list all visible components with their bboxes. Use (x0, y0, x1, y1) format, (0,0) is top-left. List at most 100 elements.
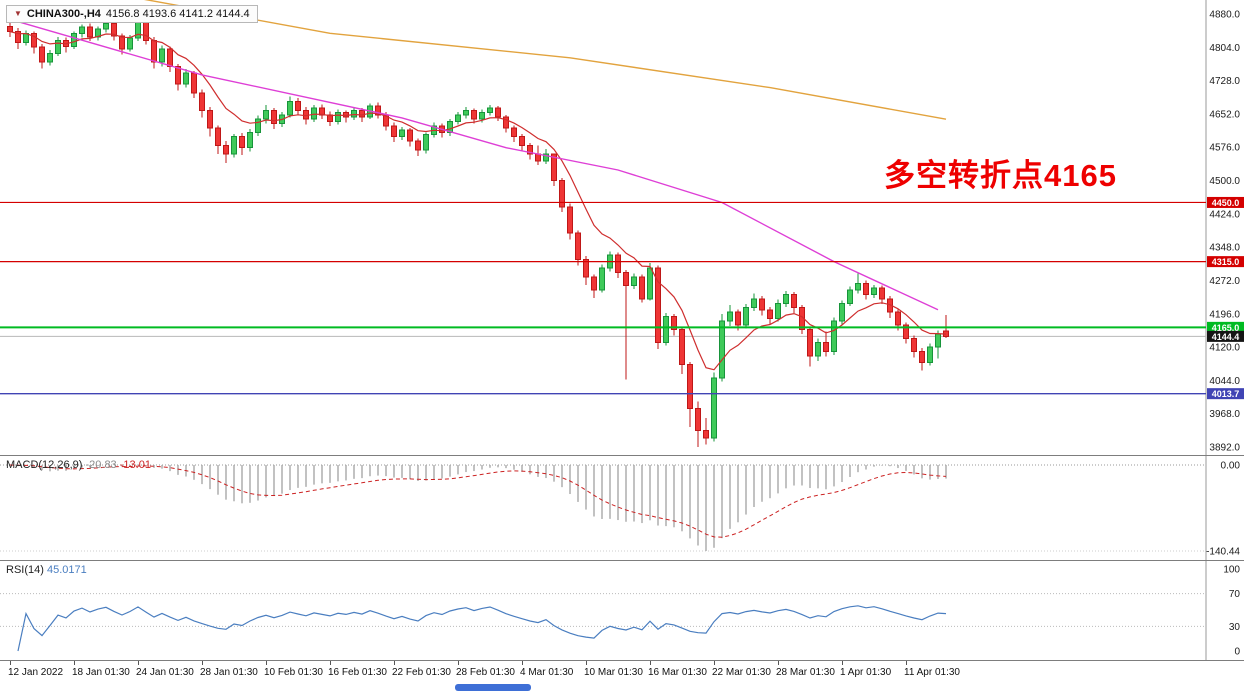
price-tag-label: 4013.7 (1212, 389, 1240, 399)
candle-down (519, 136, 525, 146)
rsi-axis-label: 30 (1229, 622, 1241, 633)
price-chart-panel[interactable]: 4880.0 4804.0 4728.0 4652.0 4576.0 4500.0 4424… (0, 0, 1244, 455)
current-price-tag (1207, 330, 1244, 342)
candle-down (863, 283, 869, 295)
macd-signal-value: -13.01 (119, 459, 151, 471)
candles (7, 14, 949, 447)
candle-up (135, 21, 141, 39)
time-tick (778, 661, 779, 665)
candle-down (695, 407, 701, 431)
candle-down (903, 324, 909, 339)
candle-down (679, 329, 685, 366)
candle-up (719, 320, 725, 379)
candle-up (103, 23, 109, 30)
candle-down (151, 39, 157, 63)
price-tag (1207, 256, 1244, 268)
candle-up (71, 33, 77, 47)
candle-down (575, 232, 581, 260)
candle-down (239, 136, 245, 149)
candle-up (183, 72, 189, 85)
candle-down (879, 287, 885, 300)
candle-down (119, 35, 125, 50)
candle-up (743, 307, 749, 326)
candle-down (223, 144, 229, 155)
time-axis-label: 28 Jan 01:30 (200, 667, 258, 678)
rsi-axis-label: 0 (1234, 647, 1240, 658)
candle-up (79, 26, 85, 35)
candle-down (511, 127, 517, 138)
candle-down (111, 23, 117, 37)
mid-ma-line (9, 18, 939, 311)
time-tick (650, 661, 651, 665)
candle-down (807, 329, 813, 357)
price-tag-label: 4315.0 (1212, 257, 1240, 267)
candle-up (871, 287, 877, 295)
horizontal-scrollbar[interactable] (0, 684, 1244, 691)
scrollbar-thumb[interactable] (455, 684, 531, 691)
rsi-axis-label: 100 (1223, 565, 1240, 576)
time-axis-label: 10 Feb 01:30 (264, 667, 323, 678)
time-axis-label: 12 Jan 2022 (8, 667, 64, 678)
candle-down (199, 92, 205, 111)
candle-down (39, 46, 45, 63)
candle-down (535, 153, 541, 162)
time-axis-label: 22 Feb 01:30 (392, 667, 451, 678)
candle-down (207, 109, 213, 129)
macd-signal-line (9, 464, 947, 538)
time-axis-label: 16 Mar 01:30 (648, 667, 707, 678)
candle-down (791, 293, 797, 309)
macd-axis-label: 0.00 (1221, 460, 1241, 471)
candle-down (271, 109, 277, 125)
candle-up (663, 315, 669, 344)
price-axis-label: 4880.0 (1209, 10, 1240, 21)
candle-up (727, 311, 733, 322)
candle-down (567, 206, 573, 234)
time-tick (906, 661, 907, 665)
candle-up (783, 293, 789, 304)
candle-down (191, 72, 197, 94)
candle-down (583, 258, 589, 278)
rsi-panel[interactable]: 100 70 30 0 (0, 561, 1244, 660)
rsi-value: 45.0171 (46, 564, 87, 576)
candle-up (423, 134, 429, 151)
candle-up (935, 333, 941, 348)
price-tag (1207, 196, 1244, 208)
macd-panel[interactable]: 0.00 -140.44 (0, 456, 1244, 560)
candle-down (295, 101, 301, 111)
chevron-down-icon[interactable]: ▼ (14, 9, 22, 18)
candle-down (167, 48, 173, 68)
candle-down (87, 26, 93, 38)
candle-up (543, 153, 549, 162)
candle-down (31, 32, 37, 48)
rsi-axis-label: 70 (1229, 589, 1241, 600)
candle-down (911, 337, 917, 352)
symbol-ohlc-chip[interactable]: ▼ CHINA300-,H4 4156.8 4193.6 4141.2 4144… (6, 5, 258, 23)
time-axis-label: 24 Jan 01:30 (136, 667, 194, 678)
candle-up (335, 112, 341, 122)
macd-main-value: -20.83 (85, 459, 117, 471)
candle-down (919, 350, 925, 363)
price-axis-label: 4044.0 (1209, 376, 1240, 387)
time-axis-label: 11 Apr 01:30 (904, 667, 960, 678)
candle-down (327, 114, 333, 122)
candle-down (639, 276, 645, 300)
price-axis-label: 4424.0 (1209, 209, 1240, 220)
price-axis-label: 4272.0 (1209, 276, 1240, 287)
time-axis-label: 18 Jan 01:30 (72, 667, 130, 678)
candle-up (255, 118, 261, 133)
candle-down (359, 109, 365, 118)
candle-down (175, 66, 181, 85)
candle-up (247, 131, 253, 149)
panel-separator (0, 660, 1244, 661)
current-price-label: 4144.4 (1212, 332, 1240, 342)
macd-indicator-label: MACD(12,26,9) -20.83 -13.01 (6, 459, 151, 471)
time-axis-label: 10 Mar 01:30 (584, 667, 643, 678)
candle-up (159, 48, 165, 63)
time-axis[interactable]: 12 Jan 2022 18 Jan 01:30 24 Jan 01:30 28 Ja… (0, 661, 1244, 692)
candle-down (767, 309, 773, 320)
candle-up (231, 136, 237, 155)
price-axis-label: 4652.0 (1209, 109, 1240, 120)
time-axis-label: 1 Apr 01:30 (840, 667, 892, 678)
candle-up (751, 298, 757, 309)
